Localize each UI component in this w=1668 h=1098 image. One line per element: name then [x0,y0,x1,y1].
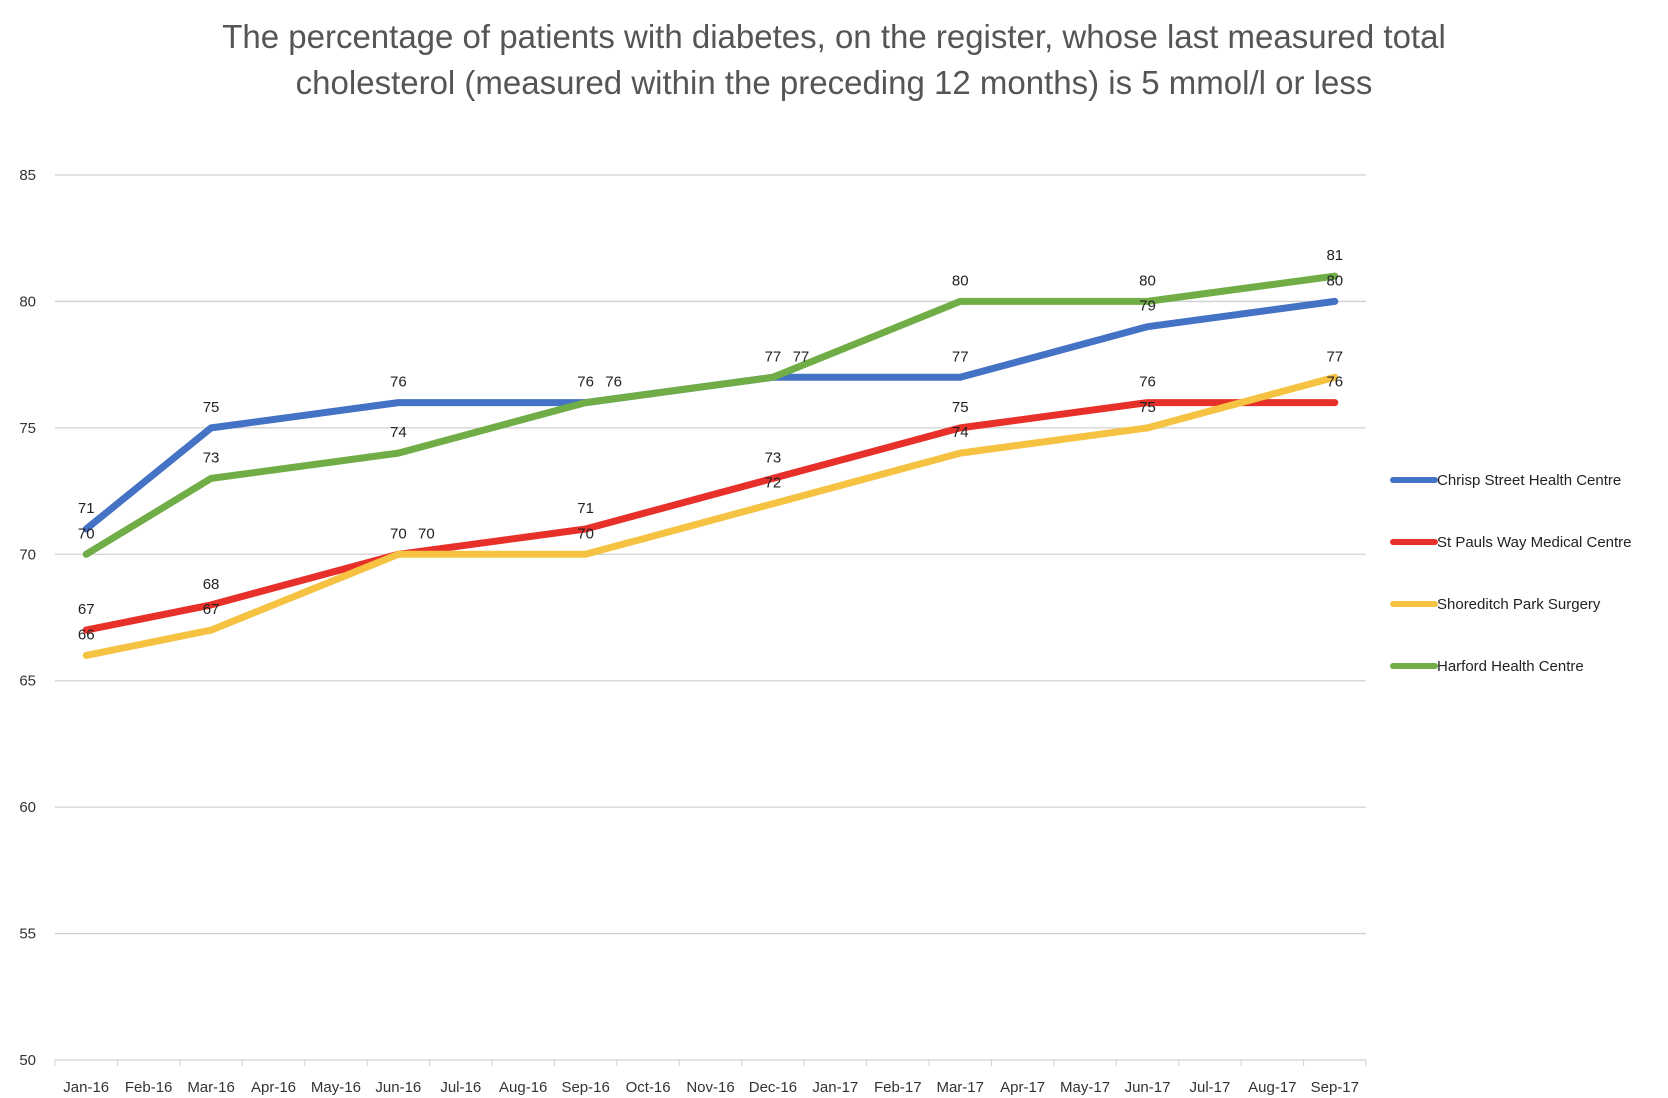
data-label: 71 [78,500,95,517]
data-label: 76 [577,374,594,391]
data-label: 70 [577,525,594,542]
x-tick-label: Feb-16 [125,1079,173,1096]
data-label: 76 [605,374,622,391]
legend-label: Harford Health Centre [1437,658,1584,675]
y-tick-label: 65 [19,673,36,690]
y-tick-label: 75 [19,420,36,437]
y-tick-label: 80 [19,293,36,310]
x-tick-label: Sep-16 [561,1079,609,1096]
axes: 50 55 60 65 70 75 80 85 Jan-16 Feb-16 Mar-16 Apr-16… [19,167,1367,1096]
x-tick-label: Nov-16 [686,1079,734,1096]
data-labels: 71 75 76 76 77 77 79 80 67 68 70 71 73 75 76 76 66 67 70 70… [78,247,1343,643]
x-tick-label: Jan-17 [812,1079,858,1096]
data-label: 68 [203,576,220,593]
data-label: 81 [1326,247,1343,264]
data-label: 67 [203,601,220,618]
x-tick-label: May-17 [1060,1079,1110,1096]
data-label: 76 [1326,374,1343,391]
y-tick-label: 70 [19,546,36,563]
chart-title: The percentage of patients with diabetes… [0,14,1668,106]
x-tick-label: May-16 [311,1079,361,1096]
data-label: 77 [793,348,810,365]
data-label: 70 [78,525,95,542]
data-label: 74 [390,424,407,441]
data-label: 77 [765,348,782,365]
y-tick-label: 55 [19,926,36,943]
series-line-1 [82,399,1339,634]
data-label: 70 [418,525,435,542]
legend-label: Chrisp Street Health Centre [1437,472,1621,489]
data-label: 80 [1139,272,1156,289]
data-label: 75 [952,399,969,416]
x-tick-label: Jul-17 [1189,1079,1230,1096]
x-tick-label: Dec-16 [749,1079,797,1096]
data-label: 66 [78,626,95,643]
data-label: 75 [203,399,220,416]
data-label: 77 [952,348,969,365]
y-tick-label: 85 [19,167,36,184]
x-tick-label: Sep-17 [1311,1079,1359,1096]
x-tick-label: Jun-17 [1125,1079,1171,1096]
y-tick-label: 50 [19,1052,36,1069]
data-label: 80 [1326,272,1343,289]
x-tick-label: Aug-17 [1248,1079,1296,1096]
x-tick-label: Mar-16 [187,1079,235,1096]
x-tick-label: Mar-17 [936,1079,984,1096]
data-label: 70 [390,525,407,542]
data-label: 73 [203,449,220,466]
chart-title-line-2: cholesterol (measured within the precedi… [295,64,1373,101]
data-label: 80 [952,272,969,289]
legend-label: Shoreditch Park Surgery [1437,596,1601,613]
data-label: 79 [1139,298,1156,315]
data-label: 72 [765,475,782,492]
y-tick-label: 60 [19,799,36,816]
data-label: 75 [1139,399,1156,416]
chart-title-line-1: The percentage of patients with diabetes… [222,18,1446,55]
data-label: 76 [390,374,407,391]
gridlines [55,174,1366,1061]
series-line-3 [82,272,1339,558]
legend-label: St Pauls Way Medical Centre [1437,534,1632,551]
data-label: 71 [577,500,594,517]
x-tick-label: Jul-16 [440,1079,481,1096]
x-tick-label: Jun-16 [375,1079,421,1096]
x-tick-label: Jan-16 [63,1079,109,1096]
x-tick-label: Feb-17 [874,1079,922,1096]
data-label: 76 [1139,374,1156,391]
x-tick-label: Aug-16 [499,1079,547,1096]
x-tick-label: Apr-16 [251,1079,296,1096]
data-label: 74 [952,424,969,441]
series-line-2 [82,373,1339,659]
legend: Chrisp Street Health Centre St Pauls Way … [1390,472,1632,675]
data-label: 67 [78,601,95,618]
data-label: 77 [1326,348,1343,365]
x-tick-label: Oct-16 [626,1079,671,1096]
data-label: 73 [765,449,782,466]
series-lines [82,272,1339,659]
x-tick-label: Apr-17 [1000,1079,1045,1096]
